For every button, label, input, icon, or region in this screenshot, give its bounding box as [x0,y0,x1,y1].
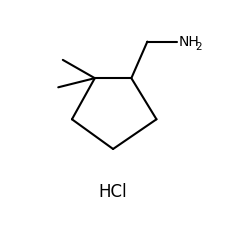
Text: 2: 2 [195,42,202,52]
Text: NH: NH [178,35,199,49]
Text: HCl: HCl [99,183,127,201]
